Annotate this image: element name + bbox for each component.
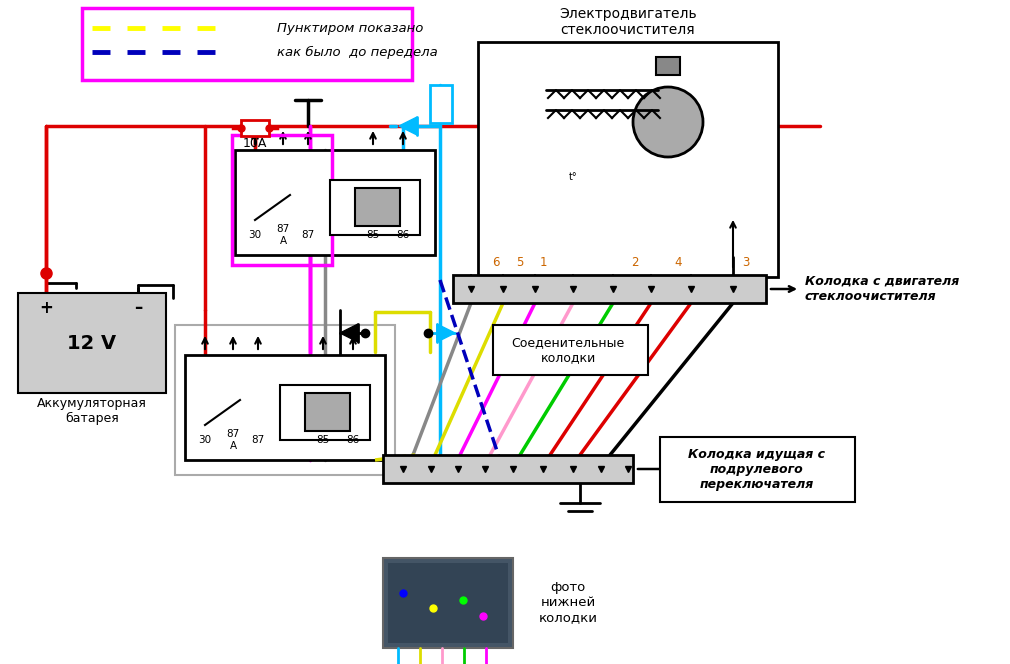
Text: +: + xyxy=(39,299,53,317)
Bar xyxy=(305,393,350,431)
Polygon shape xyxy=(437,324,454,342)
Text: t°: t° xyxy=(569,172,578,182)
Bar xyxy=(18,293,166,393)
Circle shape xyxy=(633,87,703,157)
Polygon shape xyxy=(340,324,358,342)
Bar xyxy=(660,437,855,502)
Text: Колодка с двигателя
стеклоочистителя: Колодка с двигателя стеклоочистителя xyxy=(805,275,960,303)
Text: Аккумуляторная
батарея: Аккумуляторная батарея xyxy=(37,397,146,425)
Text: Пунктиром показано: Пунктиром показано xyxy=(277,21,423,35)
Bar xyxy=(430,85,452,123)
Text: Электродвигатель
стеклоочистителя: Электродвигатель стеклоочистителя xyxy=(560,7,697,37)
Text: фото
нижней
колодки: фото нижней колодки xyxy=(538,582,598,625)
Text: 87: 87 xyxy=(301,230,315,240)
Text: 2: 2 xyxy=(631,256,638,268)
Text: 87
A: 87 A xyxy=(226,429,239,451)
Text: 3: 3 xyxy=(742,256,749,268)
Text: 5: 5 xyxy=(516,256,524,268)
Text: 85: 85 xyxy=(316,435,329,445)
Bar xyxy=(355,188,400,226)
Text: 1: 1 xyxy=(539,256,546,268)
Text: 10А: 10А xyxy=(242,137,268,149)
Bar xyxy=(232,135,332,265)
Bar xyxy=(383,558,513,648)
Text: 85: 85 xyxy=(367,230,380,240)
Text: 4: 4 xyxy=(675,256,682,268)
Bar xyxy=(82,8,412,80)
Text: 86: 86 xyxy=(396,230,410,240)
Bar xyxy=(175,325,395,475)
Text: Соеденительные
колодки: Соеденительные колодки xyxy=(511,336,624,364)
Bar xyxy=(185,355,385,460)
Text: –: – xyxy=(134,299,142,317)
Bar xyxy=(241,120,269,136)
Bar xyxy=(453,275,766,303)
Text: как было  до передела: как было до передела xyxy=(277,45,437,58)
Text: 12 V: 12 V xyxy=(68,333,116,353)
Bar xyxy=(388,563,508,643)
Bar xyxy=(493,325,648,375)
Bar xyxy=(383,455,633,483)
Bar xyxy=(656,57,680,75)
Bar xyxy=(478,42,778,277)
Text: Колодка идущая с
подрулевого
переключателя: Колодка идущая с подрулевого переключате… xyxy=(689,448,825,491)
Text: 86: 86 xyxy=(346,435,360,445)
Text: 87: 87 xyxy=(251,435,265,445)
Text: 87
A: 87 A xyxy=(277,224,290,246)
Bar xyxy=(330,180,420,235)
Bar xyxy=(280,385,370,440)
Polygon shape xyxy=(399,117,417,135)
Text: 30: 30 xyxy=(198,435,211,445)
Text: 6: 6 xyxy=(492,256,500,268)
Bar xyxy=(235,150,435,255)
Text: 30: 30 xyxy=(248,230,262,240)
